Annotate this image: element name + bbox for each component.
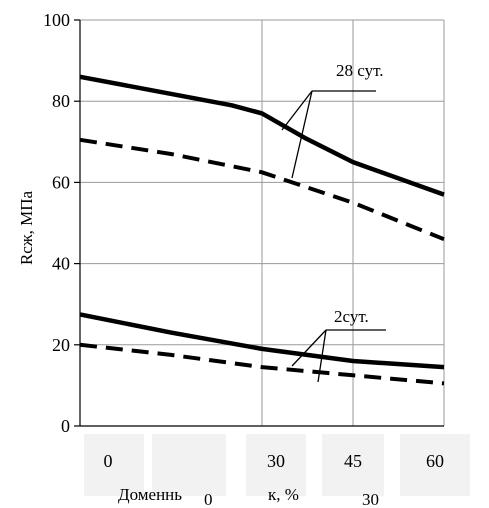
x-tick-label: 0	[104, 451, 113, 471]
x-axis-label-part: 0	[204, 490, 213, 508]
annotations: 28 сут. 2сут.	[281, 61, 386, 383]
x-tick-band	[322, 434, 384, 496]
x-tick-bands	[84, 434, 470, 496]
grid	[80, 19, 445, 426]
series-line-3	[79, 312, 445, 370]
x-tick-band	[400, 434, 470, 496]
y-tick-label: 80	[52, 91, 70, 111]
annotation-28-days: 28 сут.	[336, 61, 383, 80]
y-tick-label: 0	[61, 416, 70, 436]
x-tick-labels: 0 30 45 60	[104, 451, 445, 471]
leader-line	[281, 90, 313, 131]
x-axis-label-part: 30	[362, 490, 379, 508]
axes	[74, 19, 444, 427]
series-line-1	[79, 74, 445, 197]
series-line-2	[79, 137, 445, 242]
leader-line	[291, 90, 313, 179]
x-tick-band	[152, 434, 226, 496]
y-axis-label: Rсж, МПа	[17, 191, 36, 266]
annotation-2-days: 2сут.	[334, 307, 369, 326]
y-tick-label: 40	[52, 254, 70, 274]
x-tick-label: 60	[426, 451, 444, 471]
x-tick-label: 45	[344, 451, 362, 471]
x-axis-label-part: к, %	[268, 485, 299, 504]
x-axis-label-part: Доменнь	[118, 485, 182, 504]
y-tick-labels: 0 20 40 60 80 100	[43, 10, 70, 436]
x-axis-label: Доменнь 0 к, % 30	[118, 485, 379, 508]
leader-line	[291, 329, 327, 367]
y-tick-label: 100	[43, 10, 70, 30]
y-tick-label: 60	[52, 172, 70, 192]
x-tick-band	[84, 434, 144, 496]
y-tick-label: 20	[52, 335, 70, 355]
series-line-4	[79, 342, 445, 386]
series-lines	[79, 74, 445, 386]
leader-line	[317, 329, 327, 383]
x-tick-label: 30	[267, 451, 285, 471]
x-tick-band	[246, 434, 306, 496]
